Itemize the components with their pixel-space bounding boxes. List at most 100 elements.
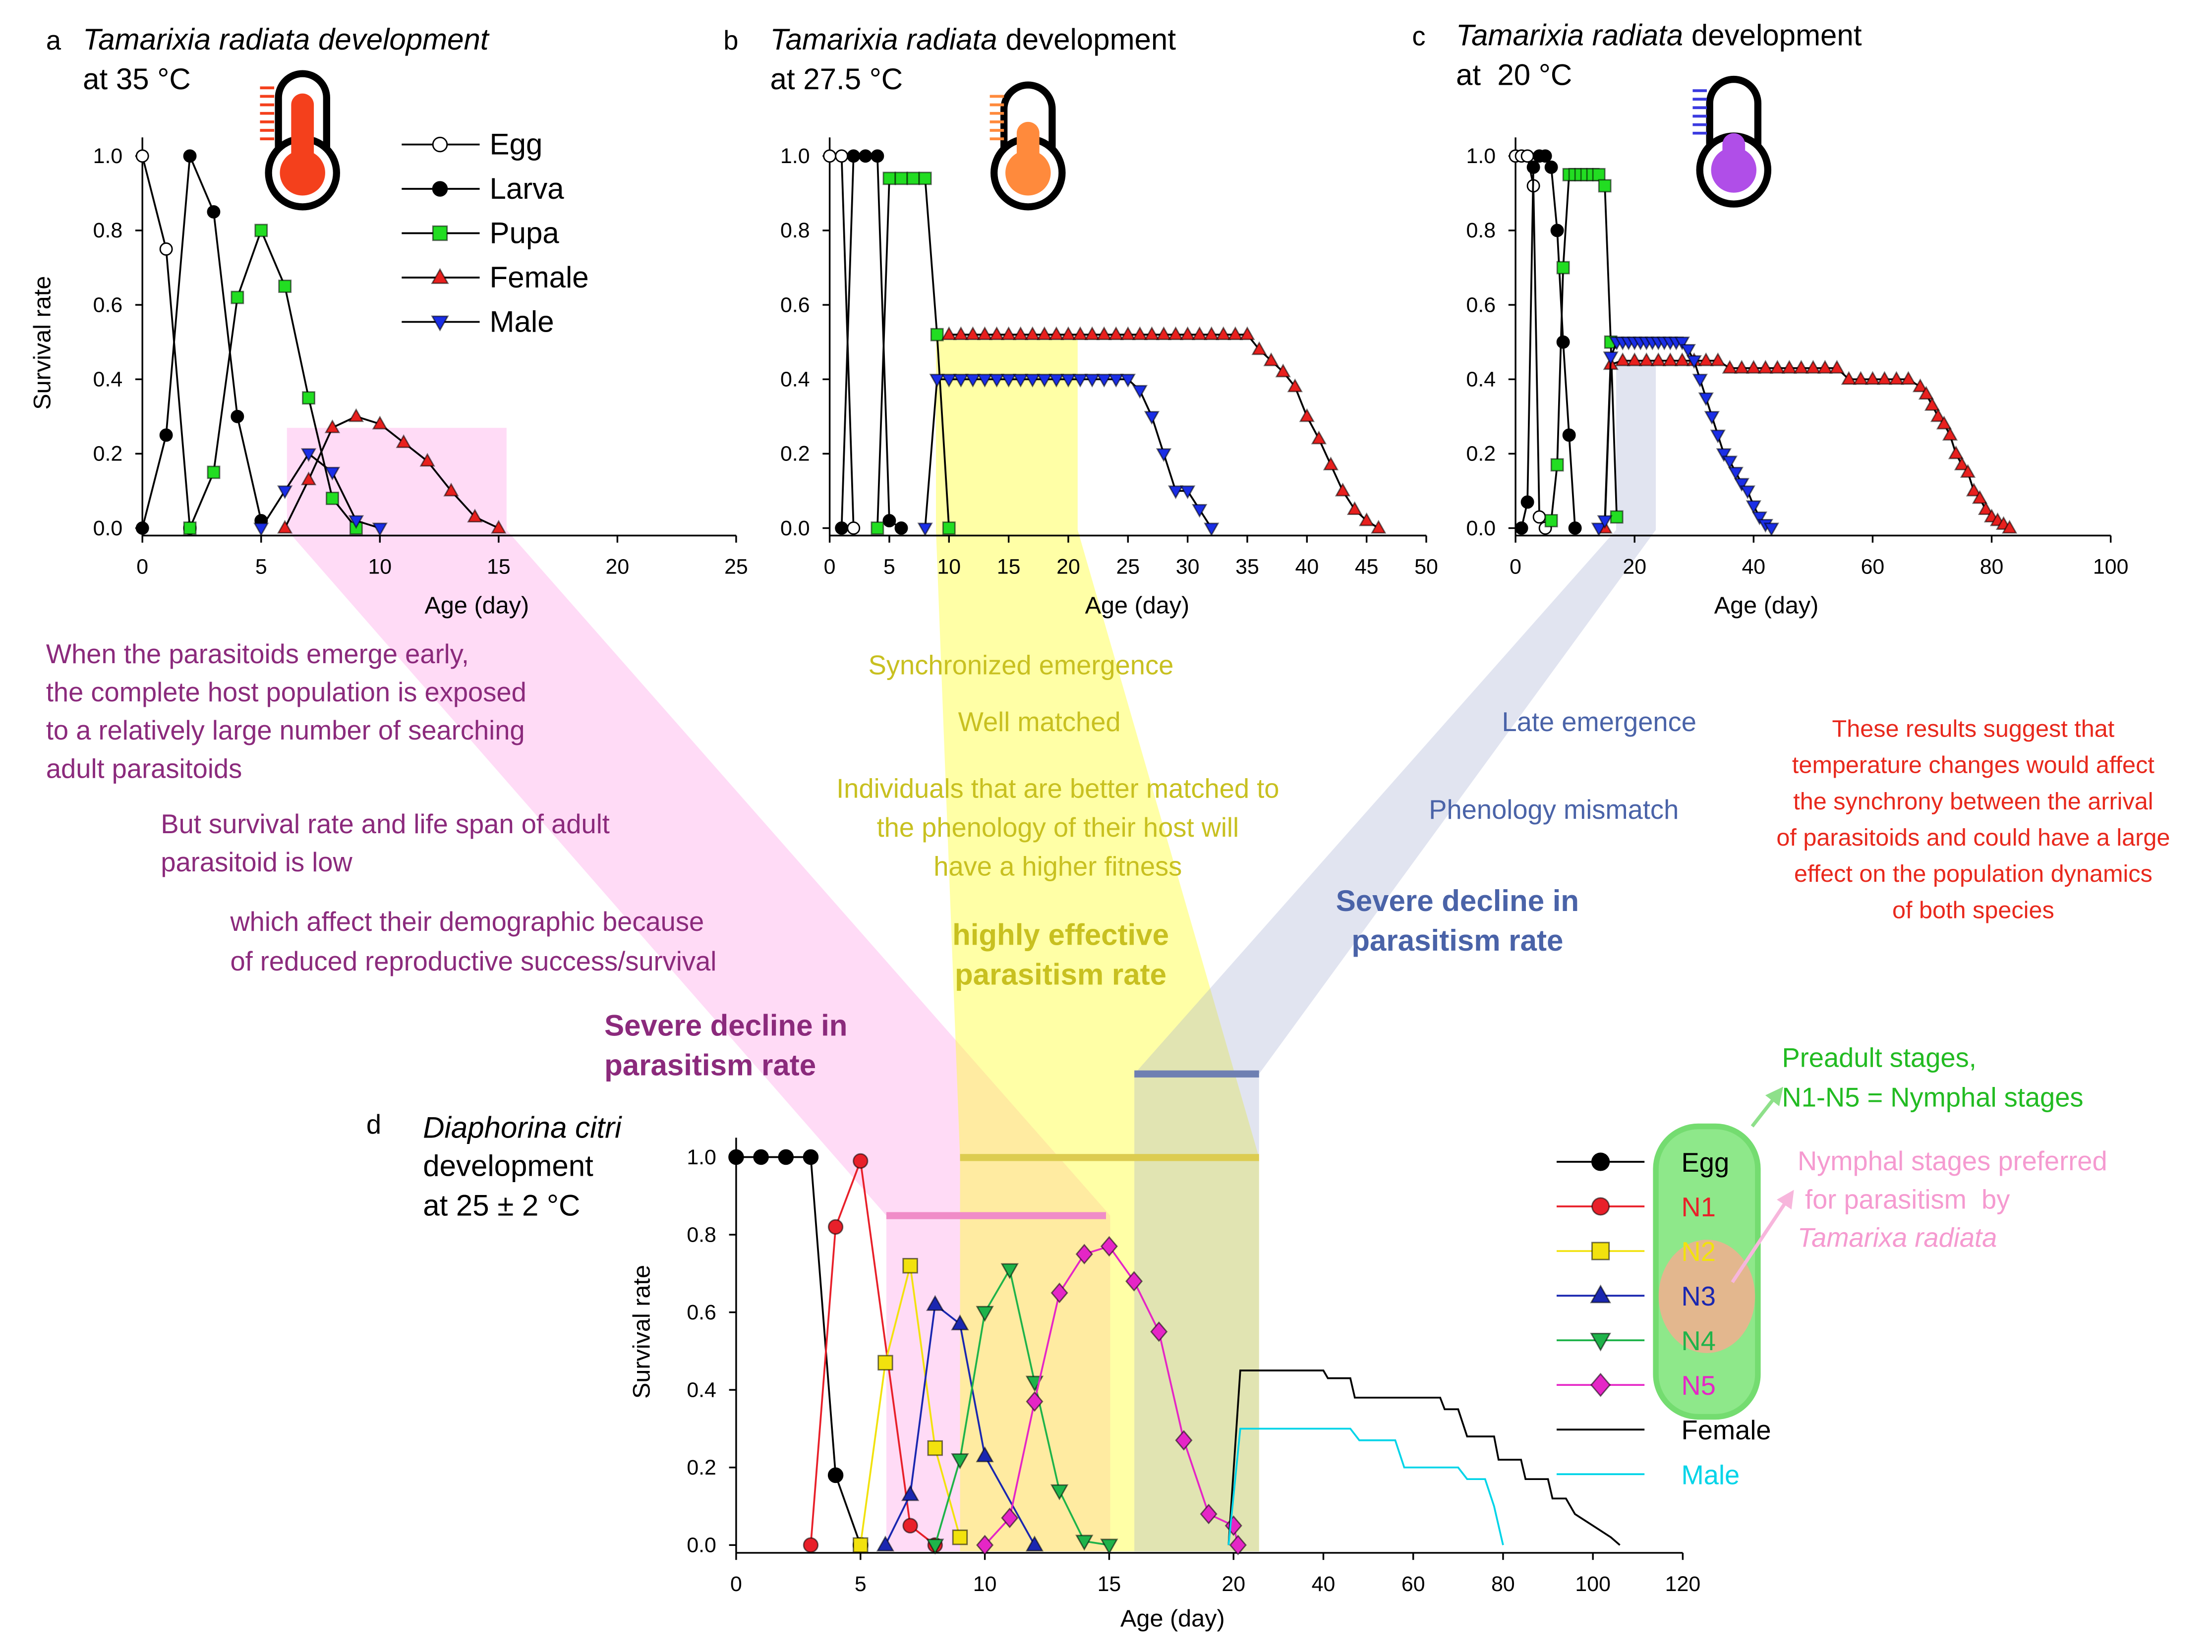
marker bbox=[1627, 352, 1642, 366]
thermometer-cool bbox=[1692, 75, 1772, 208]
marker bbox=[823, 149, 837, 163]
y-tick-label: 1.0 bbox=[687, 1145, 716, 1169]
marker bbox=[1662, 352, 1678, 366]
annotation: Severe decline in bbox=[604, 1009, 847, 1042]
marker bbox=[1075, 1535, 1094, 1551]
marker bbox=[965, 374, 981, 388]
marker bbox=[901, 1485, 920, 1501]
marker bbox=[1037, 374, 1052, 388]
marker bbox=[930, 328, 944, 342]
x-tick-label: 10 bbox=[973, 1572, 997, 1596]
marker bbox=[1638, 352, 1654, 366]
marker bbox=[803, 1149, 819, 1165]
marker bbox=[1544, 514, 1558, 527]
marker bbox=[1793, 359, 1809, 374]
x-tick-label: 60 bbox=[1861, 555, 1885, 579]
marker bbox=[1096, 326, 1112, 341]
marker bbox=[1763, 522, 1780, 537]
annotation: have a higher fitness bbox=[933, 852, 1182, 882]
y-tick-label: 0.4 bbox=[780, 368, 810, 392]
legend-marker bbox=[432, 136, 448, 153]
panel-label: b bbox=[723, 25, 738, 56]
legend-label: N2 bbox=[1682, 1237, 1716, 1267]
marker bbox=[443, 482, 459, 497]
marker bbox=[1610, 510, 1624, 524]
legend: Egg Larva Pupa Female Male bbox=[402, 128, 589, 338]
annotation: Phenology mismatch bbox=[1429, 795, 1679, 825]
annotation: Individuals that are better matched to bbox=[836, 773, 1279, 803]
marker bbox=[941, 326, 957, 341]
legend-label: Pupa bbox=[490, 217, 560, 250]
marker bbox=[871, 149, 884, 163]
series-line bbox=[1227, 1427, 1504, 1545]
marker bbox=[419, 453, 435, 467]
marker bbox=[1359, 512, 1375, 526]
marker bbox=[1710, 429, 1726, 444]
annotation: Tamarixa radiata bbox=[1798, 1222, 1997, 1253]
marker bbox=[902, 1518, 918, 1534]
marker bbox=[277, 485, 293, 500]
panel-label: c bbox=[1412, 21, 1425, 51]
marker bbox=[324, 419, 341, 433]
series-line bbox=[141, 156, 262, 528]
thermometer-warm bbox=[990, 81, 1066, 211]
chart-title: Diaphorina citri bbox=[423, 1111, 622, 1144]
marker bbox=[1013, 374, 1029, 388]
marker bbox=[1650, 352, 1666, 366]
annotation: of both species bbox=[1892, 897, 2054, 923]
legend-label: Egg bbox=[490, 128, 543, 161]
marker bbox=[926, 1295, 944, 1311]
marker bbox=[1591, 522, 1607, 537]
marker bbox=[1150, 1321, 1168, 1342]
marker bbox=[300, 471, 317, 485]
marker bbox=[1025, 374, 1041, 388]
annotation: These results suggest that bbox=[1832, 715, 2115, 742]
marker bbox=[1674, 337, 1690, 350]
legend-label: Male bbox=[490, 305, 554, 338]
marker bbox=[1680, 344, 1696, 358]
marker bbox=[1108, 374, 1124, 388]
marker bbox=[1876, 371, 1893, 385]
marker bbox=[1346, 501, 1363, 515]
marker bbox=[183, 149, 197, 163]
annotation: highly effective bbox=[952, 918, 1169, 952]
x-tick-label: 25 bbox=[724, 555, 748, 579]
marker bbox=[277, 519, 293, 534]
chart-title-italic: Tamarixia radiata development bbox=[83, 23, 490, 56]
marker bbox=[1598, 179, 1612, 193]
legend: Egg N1 N2 N3 N4 N5 Female Male bbox=[1557, 1147, 1771, 1490]
marker bbox=[871, 521, 884, 535]
x-axis-label: Age (day) bbox=[1714, 592, 1819, 619]
legend-label: Female bbox=[490, 261, 589, 294]
marker bbox=[1000, 374, 1017, 388]
arrow bbox=[1731, 1190, 1794, 1283]
marker bbox=[1520, 495, 1534, 509]
marker bbox=[1538, 149, 1552, 163]
annotation: adult parasitoids bbox=[46, 753, 242, 784]
x-tick-label: 100 bbox=[1575, 1572, 1611, 1596]
marker bbox=[372, 415, 388, 430]
marker bbox=[1532, 510, 1546, 524]
marker bbox=[942, 521, 956, 535]
series-line bbox=[141, 156, 191, 528]
annotation: the synchrony between the arrival bbox=[1793, 788, 2153, 815]
x-tick-label: 0 bbox=[730, 1572, 742, 1596]
marker bbox=[1204, 522, 1220, 537]
late-band bbox=[1134, 361, 1656, 1552]
marker bbox=[254, 224, 268, 237]
marker bbox=[1371, 519, 1387, 534]
marker bbox=[231, 409, 244, 423]
x-tick-label: 40 bbox=[1295, 555, 1319, 579]
marker bbox=[1900, 371, 1917, 385]
marker bbox=[1722, 359, 1738, 374]
y-tick-label: 1.0 bbox=[780, 144, 810, 168]
marker bbox=[1060, 326, 1076, 341]
panel-label: a bbox=[46, 25, 61, 56]
annotation: temperature changes would affect bbox=[1792, 752, 2154, 779]
marker bbox=[989, 326, 1005, 341]
annotation: effect on the population dynamics bbox=[1794, 860, 2153, 887]
marker bbox=[1817, 359, 1833, 374]
marker bbox=[135, 521, 149, 535]
marker bbox=[1275, 363, 1291, 378]
annotation: parasitism rate bbox=[1351, 924, 1563, 957]
